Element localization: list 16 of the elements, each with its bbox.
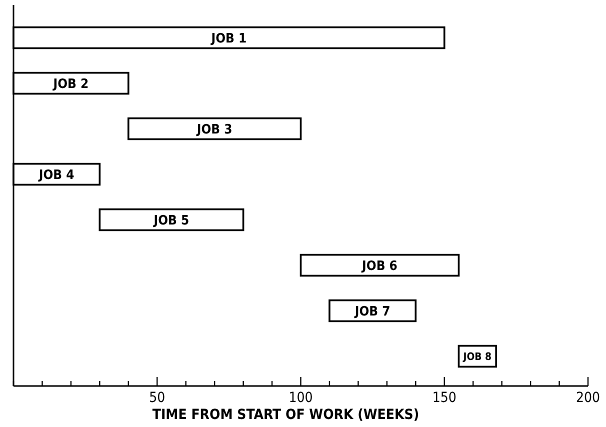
x-tick-label: 100 [288, 390, 313, 406]
bar [98, 208, 244, 232]
y-tick-label: JOB 8 [462, 350, 492, 363]
x-tick-label: 200 [576, 390, 600, 406]
y-tick-label: JOB 1 [210, 31, 247, 46]
x-tick-label: 50 [149, 390, 166, 406]
bar [128, 117, 302, 140]
y-tick-label: JOB 5 [152, 213, 190, 228]
bar [300, 254, 460, 277]
y-tick-label: JOB 2 [52, 76, 89, 92]
y-tick-label: JOB 6 [361, 258, 398, 274]
y-tick-label: JOB 4 [38, 168, 74, 183]
x-tick-label: 150 [432, 390, 456, 406]
x-axis-title: TIME FROM START OF WORK (WEEKS) [152, 407, 420, 423]
y-tick-label: JOB 3 [196, 122, 232, 138]
y-tick-label: JOB 7 [354, 304, 390, 320]
